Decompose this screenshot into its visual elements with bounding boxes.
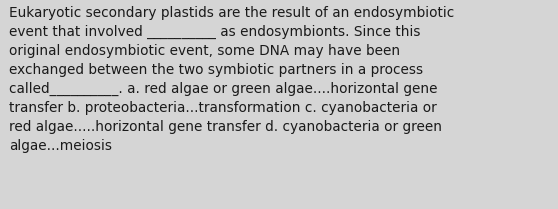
Text: Eukaryotic secondary plastids are the result of an endosymbiotic
event that invo: Eukaryotic secondary plastids are the re… (9, 6, 454, 153)
